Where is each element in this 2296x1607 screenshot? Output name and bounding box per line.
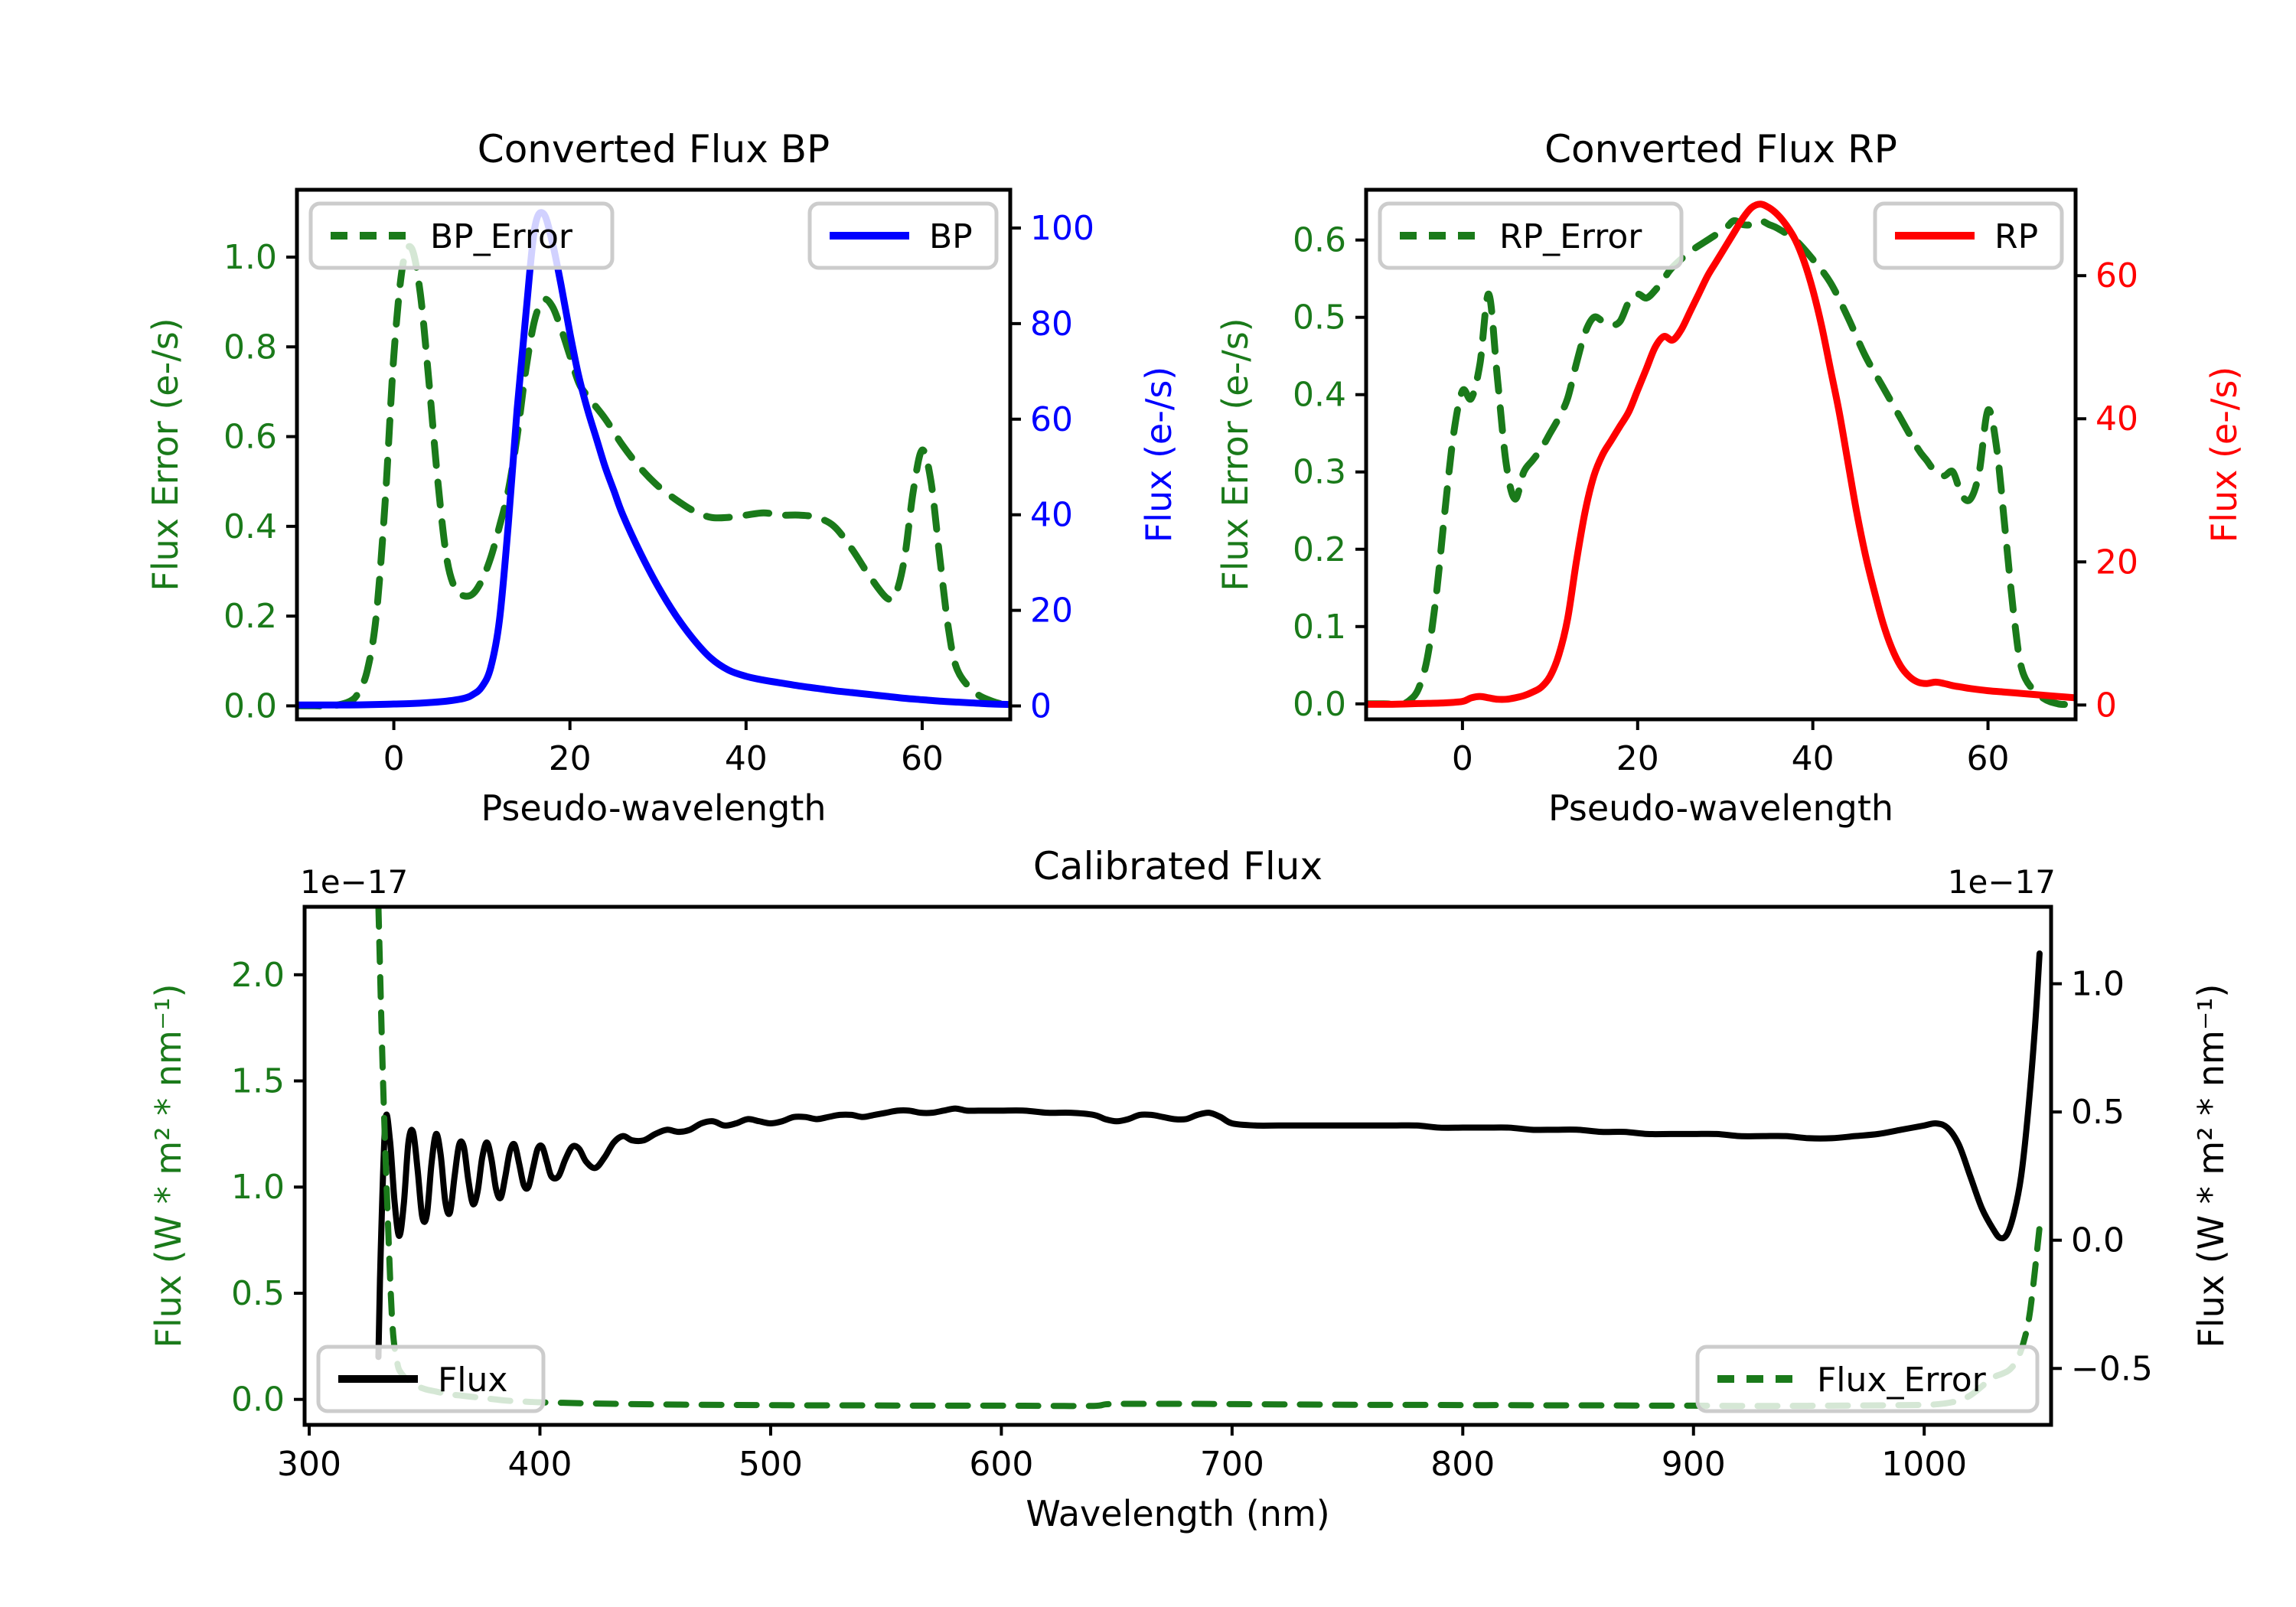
panel-rp-xtick-label: 20 [1616,739,1659,778]
panel-calibrated-ytick-right-label: 0.0 [2071,1221,2125,1260]
panel-rp-legend-flux-label: RP [1994,217,2038,256]
panel-rp: Converted Flux RP 0 20 40 60 Pseudo-wavelengt… [1215,127,2245,829]
panel-bp-ytick-left-label: 0.2 [223,597,277,636]
panel-calibrated-xtick-label: 600 [969,1445,1033,1484]
panel-rp-ytick-left-label: 0.4 [1293,376,1346,415]
panel-calibrated-title: Calibrated Flux [1033,844,1322,888]
panel-calibrated-legend-error-label: Flux_Error [1817,1361,1987,1400]
panel-bp-yaxis-left-label: Flux Error (e-/s) [145,318,186,591]
panel-calibrated-legend-error[interactable]: Flux_Error [1695,1345,2040,1413]
panel-calibrated-legend-error-box [1695,1345,2040,1413]
panel-rp-legend-flux[interactable]: RP [1873,201,2064,270]
panel-calibrated-xtick-label: 500 [739,1445,803,1484]
panel-bp-plot-area [297,209,1010,710]
panel-rp-ytick-right-label: 60 [2095,256,2138,295]
panel-rp-ytick-left-label: 0.0 [1293,685,1346,724]
panel-bp-xtick-label: 20 [549,739,592,778]
panel-bp-xaxis-label: Pseudo-wavelength [481,787,826,829]
panel-bp-ytick-left-label: 0.0 [223,686,277,725]
panel-rp-ytick-right-label: 20 [2095,543,2138,582]
panel-calibrated-ytick-left-label: 0.0 [231,1380,285,1420]
panel-rp-legend-error[interactable]: RP_Error [1378,201,1684,270]
panel-bp-legend-error-label: BP_Error [430,217,573,256]
panel-bp-ytick-left-label: 0.8 [223,328,277,367]
panel-bp-ytick-right-label: 40 [1030,496,1073,535]
panel-bp-xtick-label: 0 [383,739,405,778]
panel-bp-legend-flux[interactable]: BP [807,201,999,270]
panel-calibrated-ytick-right-label: −0.5 [2071,1349,2153,1388]
panel-bp-ytick-right-label: 100 [1030,209,1094,248]
panel-bp-axes-frame [295,187,1013,722]
panel-calibrated-xtick-label: 800 [1430,1445,1495,1484]
panel-rp-legend-error-label: RP_Error [1499,217,1642,256]
panel-bp-legend-error[interactable]: BP_Error [308,201,615,270]
panel-rp-title: Converted Flux RP [1544,127,1897,171]
panel-rp-legend-error-box [1378,201,1684,270]
panel-calibrated-ytick-right-label: 1.0 [2071,965,2125,1004]
panel-calibrated-xaxis-label: Wavelength (nm) [1026,1493,1329,1534]
panel-calibrated-legend-flux-label: Flux [438,1361,507,1400]
panel-calibrated-yaxis-left-label: Flux (W * m² * nm⁻¹) [148,983,189,1348]
panel-calibrated: Calibrated Flux 300 400 500 600 700 800 900 1000… [148,844,2232,1534]
panel-rp-yaxis-right-label: Flux (e-/s) [2203,367,2245,543]
panel-bp: Converted Flux BP 0 20 40 60 Pseudo-wavelengt… [145,127,1179,829]
panel-calibrated-ytick-right-label: 0.5 [2071,1093,2125,1132]
panel-bp-series-bp_error [297,243,1010,710]
panel-calibrated-xtick-label: 1000 [1881,1445,1967,1484]
panel-bp-ytick-right-label: 80 [1030,305,1073,344]
panel-calibrated-ytick-left-label: 2.0 [231,956,285,995]
panel-rp-ytick-right-label: 0 [2095,686,2117,725]
panel-rp-ytick-left-label: 0.1 [1293,608,1346,647]
panel-rp-yaxis-left-label: Flux Error (e-/s) [1215,318,1256,591]
panel-calibrated-series-flux_error [375,907,2043,1410]
panel-bp-series-bp [297,209,1010,709]
panel-calibrated-legend-flux[interactable]: Flux [316,1345,546,1413]
panel-bp-xtick-label: 60 [901,739,944,778]
panel-calibrated-legend-flux-box [316,1345,546,1413]
panel-bp-xtick-label: 40 [725,739,768,778]
panel-rp-series-rp_error [1366,217,2076,709]
panel-calibrated-axes-frame [302,905,2053,1427]
panel-rp-xtick-label: 0 [1452,739,1473,778]
panel-calibrated-xtick-label: 300 [277,1445,341,1484]
panel-rp-ytick-right-label: 40 [2095,399,2138,438]
panel-calibrated-offset-right: 1e−17 [1948,863,2056,901]
panel-calibrated-yaxis-right-label: Flux (W * m² * nm⁻¹) [2190,983,2232,1348]
panel-bp-legend-error-box [308,201,615,270]
panel-rp-ytick-left-label: 0.2 [1293,530,1346,569]
panel-calibrated-ytick-left-label: 1.0 [231,1168,285,1207]
panel-rp-ytick-left-label: 0.3 [1293,453,1346,492]
panel-bp-legend-flux-label: BP [929,217,973,256]
panel-rp-ytick-left-label: 0.5 [1293,298,1346,337]
panel-bp-ytick-left-label: 0.4 [223,507,277,546]
panel-calibrated-xtick-label: 400 [507,1445,572,1484]
panel-rp-ytick-left-label: 0.6 [1293,221,1346,260]
panel-bp-ytick-right-label: 60 [1030,400,1073,439]
panel-calibrated-series-flux [375,950,2043,1361]
panel-rp-series-rp [1366,200,2076,708]
panel-rp-axes-frame [1364,187,2078,722]
panel-bp-ytick-left-label: 0.6 [223,418,277,457]
panel-bp-ytick-right-label: 20 [1030,592,1073,631]
panel-calibrated-plot-area [375,907,2043,1410]
panel-calibrated-offset-left: 1e−17 [300,863,408,901]
panel-calibrated-xtick-label: 900 [1662,1445,1726,1484]
panel-calibrated-xtick-label: 700 [1200,1445,1264,1484]
panel-bp-ytick-left-label: 1.0 [223,238,277,277]
panel-rp-xtick-label: 60 [1967,739,2010,778]
panel-rp-xaxis-label: Pseudo-wavelength [1548,787,1893,829]
panel-bp-ytick-right-label: 0 [1030,687,1052,726]
panel-rp-plot-area [1366,200,2076,709]
panel-bp-title: Converted Flux BP [478,127,830,171]
panel-calibrated-ytick-left-label: 1.5 [231,1062,285,1101]
panel-calibrated-ytick-left-label: 0.5 [231,1274,285,1313]
panel-bp-yaxis-right-label: Flux (e-/s) [1138,367,1179,543]
panel-rp-xtick-label: 40 [1792,739,1835,778]
